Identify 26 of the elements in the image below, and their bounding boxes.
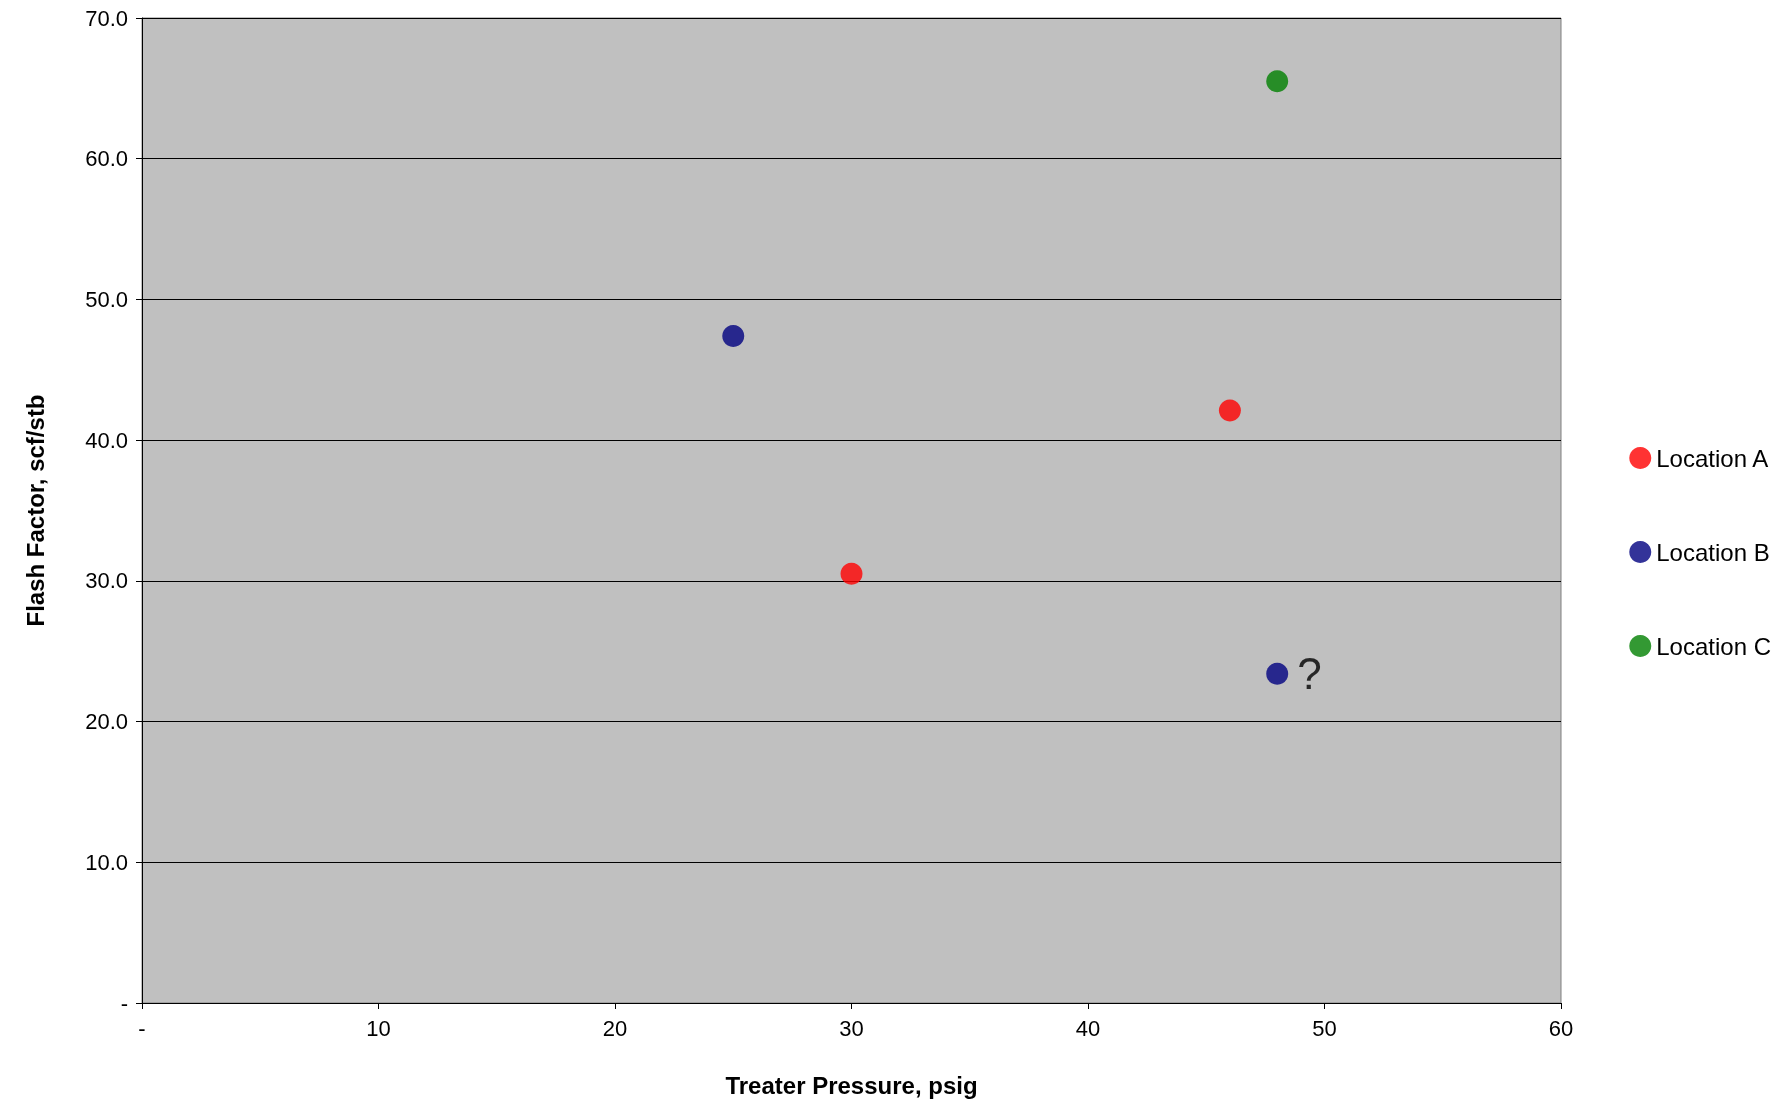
x-tick-label: 10 [366,1015,391,1041]
y-tick-label: 60.0 [85,146,128,172]
x-tick-label: - [138,1015,146,1041]
y-tick-label: 70.0 [85,5,128,31]
x-tick-label: 50 [1312,1015,1337,1041]
annotation: ? [1297,649,1322,699]
y-tick-label: - [120,990,128,1016]
x-axis-title: Treater Pressure, psig [725,1071,978,1099]
y-tick-label: 20.0 [85,709,128,735]
y-tick-label: 40.0 [85,427,128,453]
legend-label: Location B [1656,538,1770,566]
legend-label: Location C [1656,632,1772,660]
x-tick-label: 20 [602,1015,628,1041]
y-tick-label: 50.0 [85,286,128,312]
point [1266,662,1289,685]
x-tick-label: 30 [839,1015,864,1041]
point [722,325,745,348]
y-tick-label: 10.0 [85,849,128,875]
point [840,562,863,585]
legend-label: Location A [1656,444,1769,472]
y-axis-title: Flash Factor, scf/stb [21,394,49,627]
x-tick-label: 60 [1548,1015,1574,1041]
point [1266,70,1289,93]
point [1218,399,1241,422]
x-tick-label: 40 [1075,1015,1101,1041]
y-tick-label: 30.0 [85,568,128,594]
